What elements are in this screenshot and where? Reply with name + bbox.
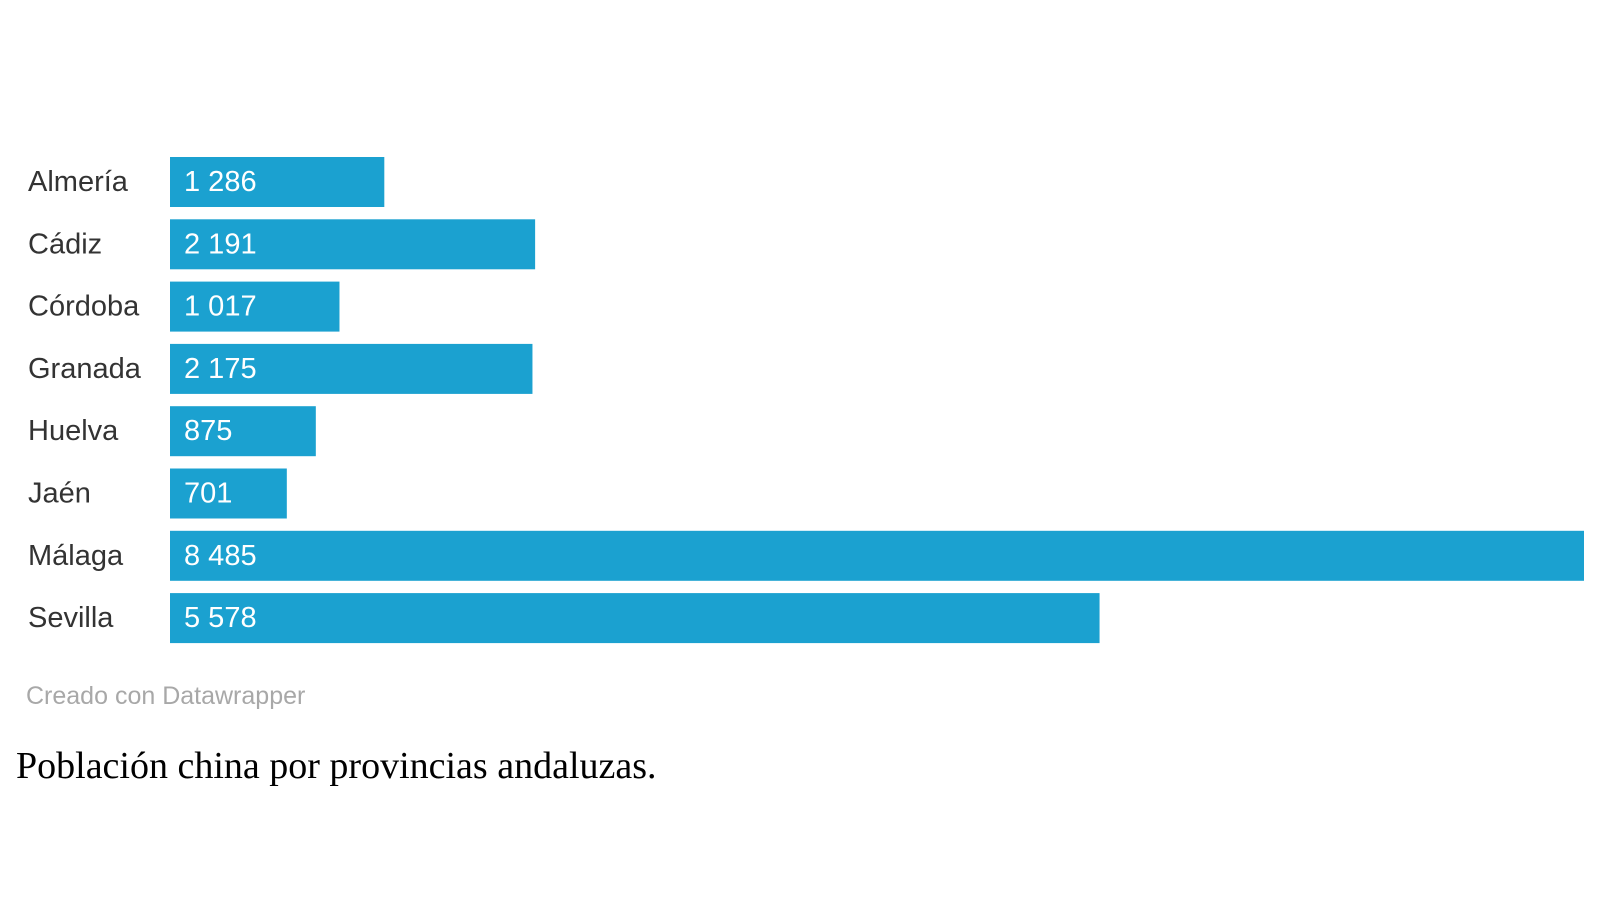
value-label-granada: 2 175 <box>184 353 257 385</box>
category-label-jaen: Jaén <box>28 478 91 510</box>
chart-credit[interactable]: Creado con Datawrapper <box>26 682 306 710</box>
bar-huelva <box>170 406 316 457</box>
chart-caption: Población china por provincias andaluzas… <box>16 745 657 787</box>
bar-sevilla <box>170 593 1100 644</box>
value-label-sevilla: 5 578 <box>184 602 257 634</box>
category-label-huelva: Huelva <box>28 415 119 447</box>
value-label-jaen: 701 <box>184 478 232 510</box>
bar-cordoba <box>170 281 340 332</box>
category-label-cordoba: Córdoba <box>28 291 140 323</box>
category-label-granada: Granada <box>28 353 142 385</box>
category-label-malaga: Málaga <box>28 540 124 572</box>
category-label-sevilla: Sevilla <box>28 602 114 634</box>
bar-cadiz <box>170 219 536 270</box>
category-label-cadiz: Cádiz <box>28 228 102 260</box>
value-label-cordoba: 1 017 <box>184 291 257 323</box>
bar-almeria <box>170 157 385 207</box>
bar-malaga <box>170 530 1584 581</box>
bar-granada <box>170 343 533 394</box>
category-label-almeria: Almería <box>28 166 129 198</box>
value-label-almeria: 1 286 <box>184 166 257 198</box>
value-label-cadiz: 2 191 <box>184 228 257 260</box>
bar-chart: Almería 1 286 Cádiz 2 191 Córdoba 1 017 Granad… <box>28 157 1584 644</box>
value-label-malaga: 8 485 <box>184 540 257 572</box>
bar-jaen <box>170 468 287 519</box>
value-label-huelva: 875 <box>184 415 232 447</box>
